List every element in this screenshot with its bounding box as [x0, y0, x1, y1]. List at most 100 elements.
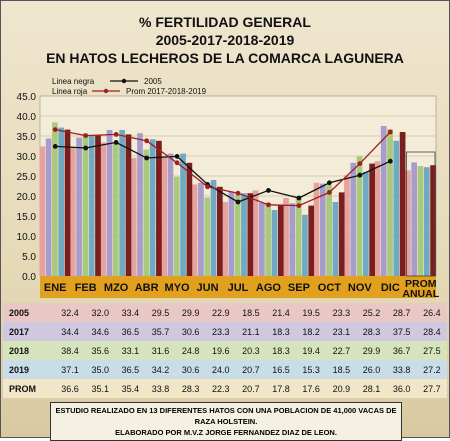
table-cell: 26.4 [423, 307, 441, 318]
legend-negra-label: Linea negra [52, 77, 95, 86]
data-table: 2005 32.4 32.0 33.4 29.5 29.9 22.9 18.5 21.4 19.5… [3, 303, 447, 398]
line-point-roja [326, 190, 332, 195]
table-cell: 29.9 [362, 345, 381, 356]
line-point-roja [387, 129, 393, 135]
bar-2019-jun [210, 180, 217, 276]
y-tick-label: 35.0 [17, 132, 37, 143]
line-negra [55, 141, 391, 203]
table-cell: 29.9 [181, 307, 200, 318]
table-cell: 24.8 [181, 345, 200, 356]
y-tick-label: 5.0 [22, 252, 36, 263]
bar-2005-nov [344, 175, 350, 276]
x-tick-label: AGO [256, 282, 282, 294]
line-point-negra [296, 195, 302, 201]
bar-prom-ene [64, 129, 71, 276]
table-row-label: 2019 [9, 364, 30, 375]
x-tick-label: MYO [165, 282, 191, 294]
legend-negra-series: 2005 [144, 77, 162, 86]
bar-prom-jun [216, 186, 223, 276]
chart-subtitle-region: EN HATOS LECHEROS DE LA COMARCA LAGUNERA [46, 50, 404, 66]
bar-prom-myo [186, 162, 193, 276]
table-cell: 28.4 [423, 326, 441, 337]
bar-prom-jul [247, 193, 254, 276]
table-cell: 16.5 [272, 364, 290, 375]
table-cell: 28.3 [362, 326, 381, 337]
line-point-roja [205, 184, 210, 190]
y-tick-label: 15.0 [17, 212, 37, 223]
y-tick-label: 20.0 [17, 192, 37, 203]
table-cell: 33.8 [151, 383, 170, 394]
table-cell: 29.5 [151, 307, 170, 318]
legend-negra-marker [121, 78, 127, 84]
chart-subtitle-years: 2005-2017-2018-2019 [155, 32, 295, 48]
table-cell: 30.6 [181, 364, 200, 375]
x-tick-label: FEB [75, 282, 97, 294]
bar-2017-dic [380, 126, 387, 276]
table-row: 2005 32.4 32.0 33.4 29.5 29.9 22.9 18.5 21.4 19.5… [3, 303, 447, 322]
x-tick-label: ANUAL [402, 288, 439, 300]
x-tick-label: JUL [228, 282, 249, 294]
table-row: 2017 34.4 34.6 36.5 35.7 30.6 23.3 21.1 18.3 18.2… [3, 322, 447, 341]
table-cell: 35.7 [151, 326, 170, 337]
line-point-roja [357, 161, 363, 167]
table-cell: 18.5 [242, 307, 260, 318]
line-point-negra [113, 140, 119, 145]
bar-2019-abr [149, 139, 156, 276]
x-tick-label: PROM [405, 278, 437, 290]
line-point-roja [266, 202, 271, 208]
footer-note: ESTUDIO REALIZADO EN 13 DIFERENTES HATOS… [50, 402, 402, 441]
table-row: 2018 38.4 35.6 33.1 31.6 24.8 19.6 20.3 18.3 19.4… [3, 341, 447, 360]
table-cell: 32.4 [61, 307, 79, 318]
y-tick-label: 30.0 [17, 152, 37, 163]
table-cell: 32.0 [91, 307, 109, 318]
bar-2005-ene [39, 146, 46, 276]
table-cell: 33.4 [121, 307, 140, 318]
table-cell: 36.0 [392, 383, 411, 394]
bar-prom-nov [369, 163, 375, 276]
x-tick-label: ENE [44, 282, 67, 294]
chart-title: % FERTILIDAD GENERAL [139, 14, 311, 30]
bar-2017-feb [76, 137, 82, 276]
table-row-label: 2017 [9, 326, 30, 337]
bar-2005-feb [69, 148, 76, 276]
table-cell: 18.2 [302, 326, 320, 337]
table-cell: 20.7 [242, 383, 260, 394]
bar-2017-sep [289, 203, 296, 276]
x-tick-label: OCT [318, 282, 342, 294]
bar-2019-ene [58, 127, 65, 276]
table-cell: 19.5 [302, 307, 320, 318]
table-cell: 33.1 [121, 345, 140, 356]
line-point-roja [144, 138, 150, 144]
line-point-roja [296, 203, 302, 209]
table-cell: 36.6 [61, 383, 79, 394]
line-point-roja [83, 133, 89, 139]
bar-2005-ago [252, 190, 259, 276]
bar-2019-feb [88, 136, 95, 276]
bar-2019-jul [241, 193, 247, 276]
table-row-label: 2018 [9, 345, 30, 356]
line-roja [55, 128, 391, 207]
y-tick-label: 0.0 [22, 272, 36, 283]
bar-2005-dic [374, 161, 381, 276]
table-cell: 33.8 [392, 364, 411, 375]
bar-2017-prom-anual [411, 162, 418, 276]
table-cell: 22.9 [212, 307, 230, 318]
table-cell: 25.2 [362, 307, 381, 318]
table-cell: 18.3 [272, 326, 290, 337]
table-cell: 23.1 [332, 326, 351, 337]
table-cell: 22.7 [332, 345, 351, 356]
bar-2018-prom-anual [417, 166, 424, 276]
x-tick-label: NOV [348, 282, 373, 294]
table-cell: 35.0 [91, 364, 109, 375]
line-point-roja [235, 190, 241, 196]
x-tick-label: DIC [381, 282, 400, 294]
bar-2018-mzo [113, 143, 119, 276]
table-cell: 35.1 [91, 383, 109, 394]
table-cell: 31.6 [151, 345, 170, 356]
bar-2005-sep [283, 198, 289, 276]
bar-2019-dic [393, 140, 400, 276]
x-axis-band [40, 276, 436, 298]
bar-2005-myo [161, 156, 168, 276]
table-cell: 28.7 [392, 307, 411, 318]
line-point-roja [113, 132, 119, 137]
